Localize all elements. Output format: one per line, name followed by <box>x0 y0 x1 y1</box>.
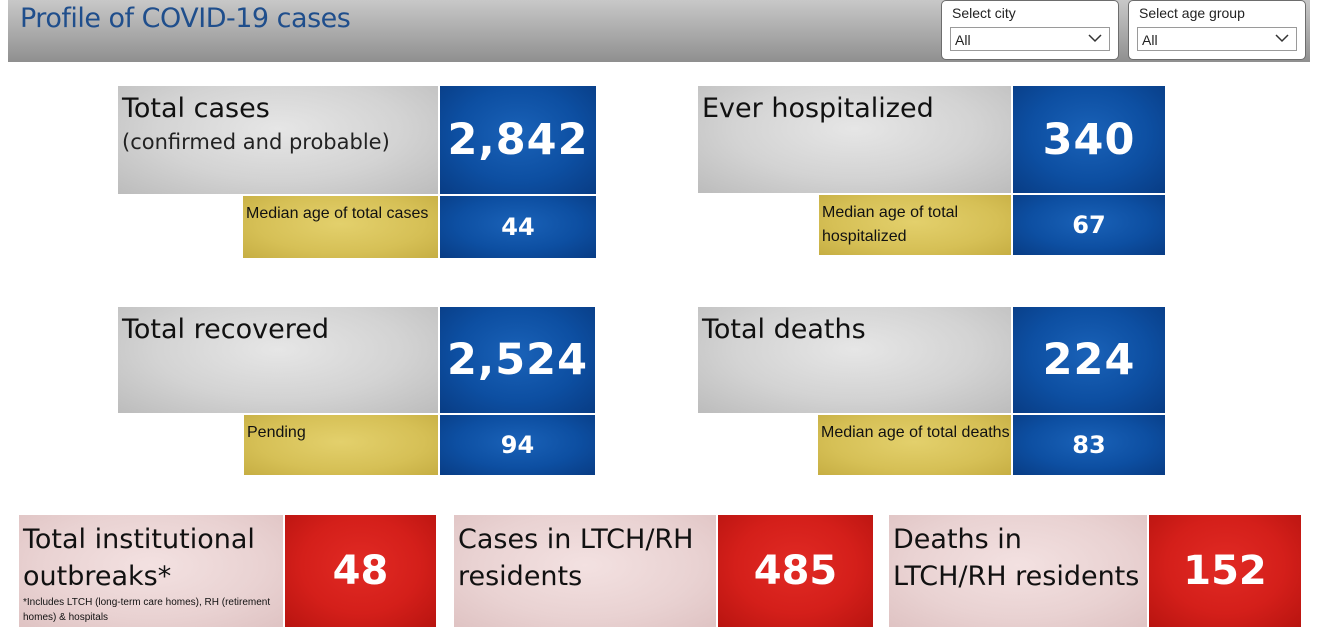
total-cases-median-age-card: Median age of total cases <box>243 196 438 258</box>
outbreaks-card: Total institutional outbreaks* *Includes… <box>19 515 283 627</box>
hospitalized-value: 340 <box>1013 86 1165 193</box>
hospitalized-title: Ever hospitalized <box>702 93 934 124</box>
hospitalized-median-age-card: Median age of total hospitalized <box>819 195 1011 255</box>
deaths-value: 224 <box>1013 307 1165 413</box>
ltch-deaths-card: Deaths in LTCH/RH residents <box>889 515 1147 627</box>
age-group-slicer-label: Select age group <box>1139 5 1245 21</box>
deaths-median-age-value: 83 <box>1013 415 1165 475</box>
deaths-card: Total deaths <box>698 307 1011 413</box>
ltch-deaths-value: 152 <box>1149 515 1301 627</box>
city-dropdown-value: All <box>955 32 971 48</box>
age-group-slicer: Select age group All <box>1128 0 1306 60</box>
deaths-median-age-card: Median age of total deaths <box>818 415 1011 475</box>
hospitalized-median-age-label: Median age of total hospitalized <box>822 204 959 245</box>
pending-card: Pending <box>244 415 438 475</box>
recovered-card: Total recovered <box>118 307 438 413</box>
deaths-median-age-label: Median age of total deaths <box>821 424 1010 441</box>
outbreaks-value: 48 <box>285 515 436 627</box>
ltch-deaths-title: Deaths in LTCH/RH residents <box>893 524 1140 592</box>
outbreaks-title: Total institutional outbreaks* <box>23 524 255 592</box>
age-group-dropdown[interactable]: All <box>1137 27 1297 51</box>
ltch-cases-value: 485 <box>718 515 873 627</box>
ltch-cases-title: Cases in LTCH/RH residents <box>458 524 694 592</box>
chevron-down-icon[interactable] <box>1274 30 1290 46</box>
total-cases-title: Total cases <box>122 93 270 124</box>
outbreaks-footnote: *Includes LTCH (long-term care homes), R… <box>23 597 271 623</box>
total-cases-card: Total cases (confirmed and probable) <box>118 86 438 194</box>
chevron-down-icon[interactable] <box>1087 30 1103 46</box>
ltch-cases-card: Cases in LTCH/RH residents <box>454 515 716 627</box>
pending-value: 94 <box>440 415 595 475</box>
city-slicer-label: Select city <box>952 5 1016 21</box>
total-cases-median-age-value: 44 <box>440 196 596 258</box>
total-cases-value: 2,842 <box>440 86 596 194</box>
pending-label: Pending <box>247 424 306 441</box>
hospitalized-median-age-value: 67 <box>1013 195 1165 255</box>
recovered-title: Total recovered <box>122 314 329 345</box>
total-cases-median-age-label: Median age of total cases <box>246 205 429 222</box>
page-title: Profile of COVID-19 cases <box>20 3 351 34</box>
city-dropdown[interactable]: All <box>950 27 1110 51</box>
age-group-dropdown-value: All <box>1142 32 1158 48</box>
recovered-value: 2,524 <box>440 307 595 413</box>
total-cases-subtitle: (confirmed and probable) <box>122 130 390 154</box>
deaths-title: Total deaths <box>702 314 866 345</box>
hospitalized-card: Ever hospitalized <box>698 86 1011 193</box>
city-slicer: Select city All <box>941 0 1119 60</box>
